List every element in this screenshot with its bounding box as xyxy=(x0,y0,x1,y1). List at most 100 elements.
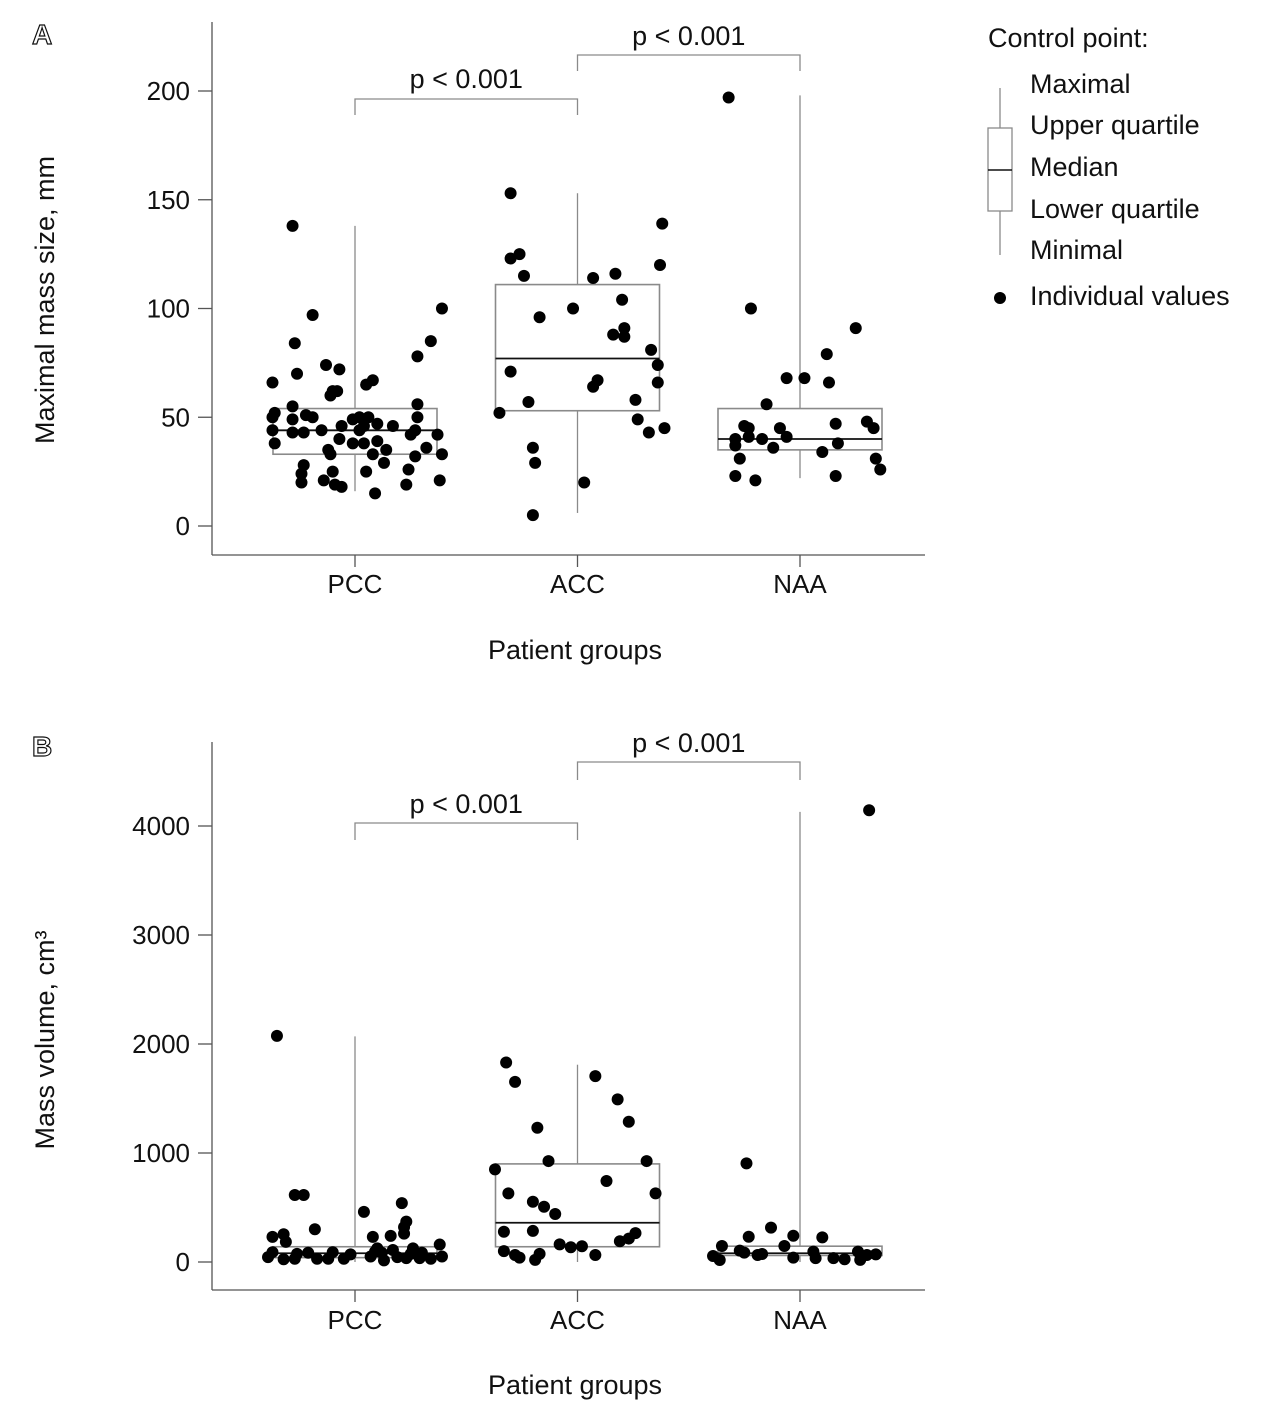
data-point xyxy=(398,1227,411,1240)
x-axis-title: Patient groups xyxy=(488,1370,662,1400)
data-point xyxy=(266,376,279,389)
data-point xyxy=(420,441,433,454)
iqr-box xyxy=(717,1245,883,1257)
data-point xyxy=(411,398,424,411)
data-point xyxy=(729,439,742,452)
data-point xyxy=(435,1250,448,1263)
data-point xyxy=(645,343,658,356)
data-point xyxy=(863,804,876,817)
data-point xyxy=(306,309,319,322)
data-point xyxy=(640,1155,653,1168)
data-point xyxy=(266,411,279,424)
data-point xyxy=(266,424,279,437)
data-point xyxy=(654,259,667,271)
data-point xyxy=(295,467,308,480)
data-point xyxy=(320,359,333,372)
p-value-label: p < 0.001 xyxy=(632,728,745,758)
data-point xyxy=(277,1253,290,1266)
legend: Control point: Maximal Upper quartile Media… xyxy=(987,23,1230,311)
data-point xyxy=(742,430,755,443)
data-point xyxy=(384,1229,397,1242)
data-point xyxy=(288,1188,301,1201)
significance-bracket xyxy=(354,98,579,115)
data-point xyxy=(324,448,337,461)
data-point xyxy=(295,476,308,489)
data-point xyxy=(497,1225,510,1238)
data-point xyxy=(266,1230,279,1243)
data-point xyxy=(729,469,742,482)
data-point xyxy=(409,450,422,463)
data-point xyxy=(526,1224,539,1237)
data-point xyxy=(526,1195,539,1208)
panel-label: A xyxy=(32,19,52,50)
data-point xyxy=(760,398,773,411)
data-point xyxy=(333,363,346,376)
data-point xyxy=(333,433,346,445)
data-point xyxy=(286,413,299,426)
data-point xyxy=(538,1200,551,1213)
data-point xyxy=(722,91,735,104)
data-point xyxy=(575,1240,588,1253)
data-point xyxy=(600,1175,613,1188)
y-tick-label: 1000 xyxy=(132,1138,190,1168)
data-point xyxy=(867,422,880,435)
data-point xyxy=(733,452,746,465)
data-point xyxy=(553,1238,566,1251)
data-point xyxy=(589,1070,602,1083)
data-point xyxy=(822,376,835,389)
data-point xyxy=(286,219,299,232)
data-point xyxy=(618,322,631,335)
data-point xyxy=(809,1252,822,1265)
data-point xyxy=(400,478,413,491)
data-point xyxy=(780,430,793,443)
data-point xyxy=(291,367,304,380)
data-point xyxy=(533,1247,546,1260)
p-value-label: p < 0.001 xyxy=(410,64,523,94)
y-tick-label: 2000 xyxy=(132,1029,190,1059)
y-tick-label: 150 xyxy=(147,185,190,215)
data-point xyxy=(869,452,882,465)
data-point xyxy=(744,302,757,315)
data-point xyxy=(369,487,382,500)
data-point xyxy=(622,1115,635,1128)
data-point xyxy=(504,252,517,265)
data-point xyxy=(738,1246,751,1259)
data-point xyxy=(609,267,622,280)
data-point xyxy=(509,1075,522,1088)
data-point xyxy=(787,1251,800,1264)
data-point xyxy=(297,426,310,439)
data-point xyxy=(820,348,833,361)
data-point xyxy=(366,1230,379,1243)
p-value-label: p < 0.001 xyxy=(632,21,745,51)
legend-point-icon xyxy=(994,292,1006,304)
data-point xyxy=(357,437,370,450)
data-point xyxy=(404,1247,417,1260)
iqr-box xyxy=(494,283,661,412)
data-point xyxy=(829,417,842,430)
data-point xyxy=(288,337,301,350)
data-point xyxy=(395,1197,408,1210)
data-point xyxy=(326,1246,339,1259)
data-point xyxy=(270,1029,283,1042)
data-point xyxy=(371,1242,384,1255)
data-point xyxy=(435,448,448,461)
data-point xyxy=(317,474,330,487)
data-point xyxy=(773,422,786,435)
significance-bracket xyxy=(354,822,579,840)
data-point xyxy=(642,426,655,439)
y-tick-label: 0 xyxy=(176,511,190,541)
data-point xyxy=(517,269,530,282)
data-point xyxy=(504,187,517,200)
data-point xyxy=(529,456,542,469)
data-point xyxy=(371,435,384,448)
significance-bracket xyxy=(576,761,801,780)
data-point xyxy=(629,393,642,406)
legend-title: Control point: xyxy=(988,23,1149,53)
data-point xyxy=(869,1248,882,1261)
data-point xyxy=(344,1248,357,1261)
data-point xyxy=(742,1230,755,1243)
significance-bracket xyxy=(576,54,801,71)
data-point xyxy=(268,437,281,450)
data-point xyxy=(402,463,415,476)
